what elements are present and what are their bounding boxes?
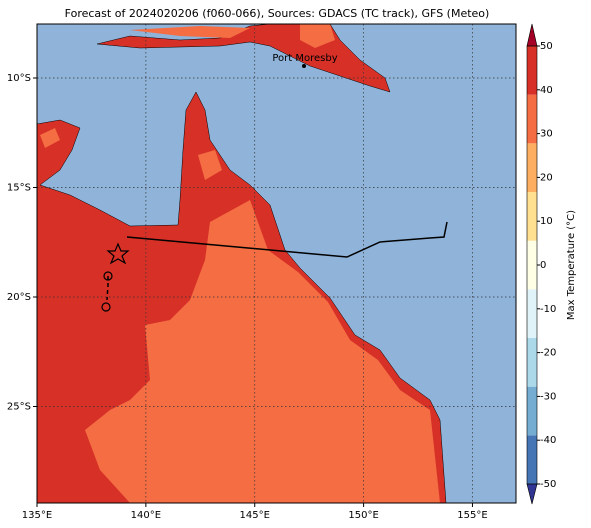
colorbar-tick-label: 50 [540,41,553,52]
tc-track [126,221,448,258]
colorbar-tick-label: -20 [540,348,556,359]
place-label: Port Moresby [272,53,337,64]
land-warm [40,128,60,148]
tc-position [106,242,130,265]
colorbar-segment [527,338,537,387]
tc-point [101,302,111,312]
lon-tick-label: 150°E [348,510,378,521]
colorbar-segment [527,192,537,241]
colorbar-segment [527,94,537,144]
colorbar-tick-label: 0 [540,260,546,271]
colorbar-extend-low [526,483,538,505]
lat-tick-label: 10°S [7,73,31,84]
land-warm [300,24,335,48]
land-warm [85,200,440,503]
colorbar-segment [527,46,537,95]
lat-tick-label: 15°S [7,183,31,194]
lat-tick-label: 25°S [7,402,31,413]
colorbar-tick-label: -50 [540,479,556,490]
colorbar-tick-label: -30 [540,391,556,402]
colorbar-tick-label: 10 [540,216,553,227]
lat-tick-label: 20°S [7,292,31,303]
map: Port Moresby [37,24,516,503]
colorbar-segment [527,386,537,436]
colorbar-segment [527,143,537,192]
colorbar-tick-label: -10 [540,304,556,315]
colorbar-segment [527,289,537,338]
title: Forecast of 2024020206 (f060-066), Sourc… [65,7,490,20]
tc-point [103,271,113,281]
lon-tick-label: 140°E [131,510,161,521]
lon-tick-label: 135°E [22,510,52,521]
colorbar-label: Max Temperature (°C) [566,210,577,320]
colorbar-tick-label: 20 [540,172,553,183]
place-marker [302,64,306,68]
colorbar-tick-label: 40 [540,85,553,96]
lon-tick-label: 145°E [240,510,270,521]
colorbar-tick-label: -40 [540,435,556,446]
land-warm [198,150,222,180]
lon-tick-label: 155°E [457,510,487,521]
tc-track-past [106,276,109,301]
colorbar-tick-label: 30 [540,129,553,140]
colorbar-segment [527,435,537,484]
land-warm [130,26,250,38]
map-frame [36,23,517,504]
colorbar-segment [527,240,537,290]
colorbar-extend-high [526,23,538,47]
